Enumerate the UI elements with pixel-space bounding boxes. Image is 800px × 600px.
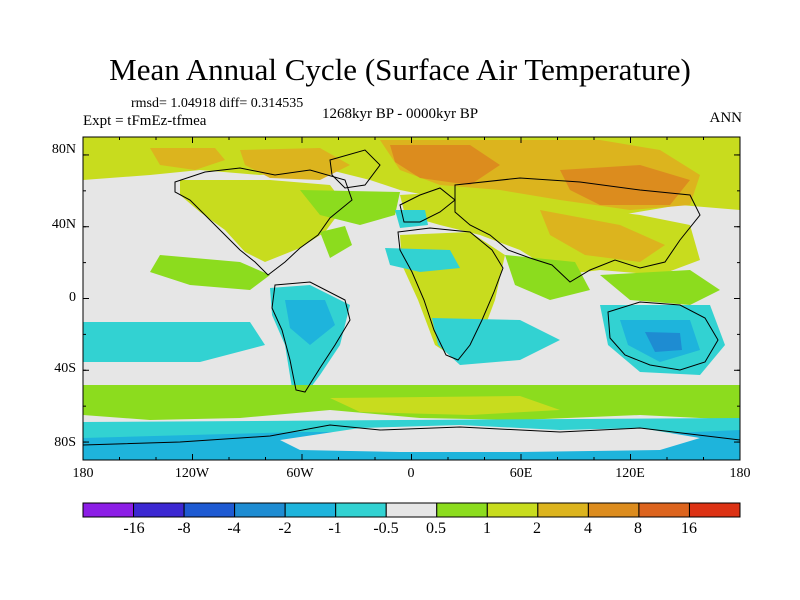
axis-ticks [82,137,741,460]
lon-label-60e: 60E [509,466,533,481]
field-siberia-strong [390,145,500,185]
field-south-pacific-cool [83,322,265,362]
field-tropical-pacific-warm [150,255,270,290]
field-australia-deep [645,332,682,352]
lat-label-equator: 0 [69,290,76,305]
field-alaska-warm [150,148,225,170]
map-title: Mean Annual Cycle (Surface Air Temperatu… [109,52,691,87]
colorbar-swatch [385,502,438,518]
colorbar-label: 16 [681,520,697,537]
coast-africa [397,227,504,361]
colorbar-swatch [688,502,741,518]
lat-label-80s: 80S [54,435,76,450]
field-asia-warm [540,210,665,262]
colorbar-label: 0.5 [426,520,446,537]
lon-label-120e: 120E [615,466,645,481]
coast-antarctica [83,424,740,446]
colorbar [82,502,741,518]
colorbar-label: -2 [278,520,292,537]
lat-label-40s: 40S [54,361,76,376]
colorbar-swatch [537,502,589,518]
colorbar-label: 4 [584,520,592,537]
field-canada-warm [240,148,350,180]
temperature-difference-field [83,137,740,460]
field-east-asia-warm [560,165,690,205]
coast-australia [607,301,719,371]
coastlines [83,149,740,446]
field-mid-atlantic-warm [320,226,352,258]
colorbar-label: -16 [123,520,145,537]
field-mediterranean-cool [395,210,428,228]
coast-asia [454,177,701,283]
field-north-africa-cool [385,248,460,272]
coast-north-america [174,167,353,276]
colorbar-swatch [234,502,286,518]
lon-label-180-east: 180 [729,466,751,481]
colorbar-swatch [436,502,488,518]
field-south-america-core [285,300,335,345]
colorbar-label: 1 [483,520,491,537]
colorbar-label: 8 [634,520,642,537]
colorbar-swatch [335,502,387,518]
field-north-america [180,180,345,262]
rmsd-diff-stats: rmsd= 1.04918 diff= 0.314535 [131,96,304,111]
field-indian-ocean-warm [505,255,590,300]
lon-label-120w: 120W [174,466,210,481]
coast-greenland [329,149,381,189]
colorbar-label: 2 [533,520,541,537]
lat-label-40n: 40N [51,217,76,232]
lon-label-60w: 60W [286,466,314,481]
colorbar-swatch [284,502,337,518]
season-label: ANN [709,110,743,126]
lon-label-180-west: 180 [72,466,94,481]
colorbar-swatch [183,502,236,518]
colorbar-swatch [486,502,539,518]
colorbar-label: -0.5 [373,520,399,537]
lon-label-0: 0 [407,466,415,481]
colorbar-label: -4 [227,520,241,537]
experiment-label: Expt = tFmEz-tfmea [83,113,207,129]
field-north-atlantic-warm [300,190,400,225]
colorbar-swatch [82,502,135,518]
colorbar-label: -1 [328,520,342,537]
coast-south-america [271,281,351,393]
colorbar-label: -8 [177,520,191,537]
period-label: 1268kyr BP - 0000kyr BP [322,106,479,122]
colorbar-swatch [587,502,640,518]
field-southern-ocean-warm-strong [330,396,560,415]
field-antarctic-interior [280,425,700,452]
colorbar-swatch [638,502,690,518]
field-maritime-warm [600,270,720,305]
lat-label-80n: 80N [51,142,76,157]
coast-europe [399,187,456,223]
colorbar-swatch [133,502,185,518]
